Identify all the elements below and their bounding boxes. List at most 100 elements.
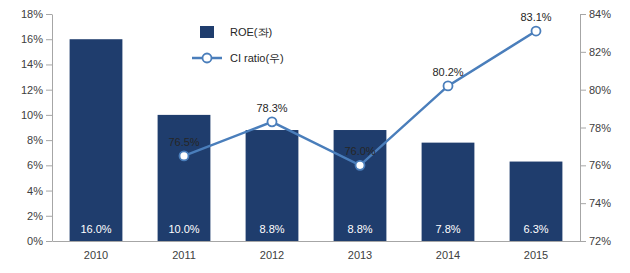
data-labels: 16.0% 10.0% 8.8% 8.8% 7.8% 6.3% 76.5% 78.3% 76.0… bbox=[80, 11, 551, 235]
marker bbox=[268, 117, 277, 126]
tick-mark bbox=[580, 241, 586, 242]
tick-mark bbox=[46, 140, 52, 141]
tick: 84% bbox=[580, 8, 611, 20]
tick-mark bbox=[580, 203, 586, 204]
tick: 10% bbox=[21, 109, 52, 121]
tick: 2011 bbox=[172, 241, 196, 261]
tick-mark bbox=[46, 216, 52, 217]
tick-mark bbox=[46, 39, 52, 40]
tick: 2014 bbox=[436, 241, 460, 261]
legend-label: CI ratio(우) bbox=[230, 52, 284, 64]
data-label: 7.8% bbox=[435, 223, 460, 235]
legend-label: ROE(좌) bbox=[230, 26, 272, 38]
tick-label: 4% bbox=[27, 185, 43, 197]
tick-label: 6% bbox=[27, 159, 43, 171]
data-label: 16.0% bbox=[80, 223, 111, 235]
tick-label: 2013 bbox=[348, 249, 372, 261]
tick: 72% bbox=[580, 235, 611, 247]
tick: 2015 bbox=[524, 241, 548, 261]
line bbox=[184, 31, 536, 165]
tick-label: 74% bbox=[589, 197, 611, 209]
tick: 18% bbox=[21, 8, 52, 20]
bar bbox=[422, 143, 475, 241]
legend: ROE(좌) CI ratio(우) bbox=[192, 26, 284, 64]
tick-mark bbox=[46, 90, 52, 91]
bar bbox=[158, 115, 211, 241]
tick-label: 0% bbox=[27, 235, 43, 247]
data-label: 8.8% bbox=[259, 223, 284, 235]
y2-axis: 72% 74% 76% 78% 80% 82% 84% bbox=[580, 8, 611, 247]
legend-entry: CI ratio(우) bbox=[192, 52, 284, 64]
tick-mark bbox=[46, 64, 52, 65]
tick-label: 84% bbox=[589, 8, 611, 20]
tick: 4% bbox=[27, 185, 52, 197]
tick: 82% bbox=[580, 46, 611, 58]
tick-label: 2% bbox=[27, 210, 43, 222]
tick-label: 82% bbox=[589, 46, 611, 58]
tick-label: 2011 bbox=[172, 249, 196, 261]
marker bbox=[356, 161, 365, 170]
legend-marker bbox=[203, 54, 212, 63]
marker bbox=[180, 151, 189, 160]
tick-mark bbox=[580, 128, 586, 129]
tick-label: 2015 bbox=[524, 249, 548, 261]
tick: 78% bbox=[580, 122, 611, 134]
data-label: 83.1% bbox=[520, 11, 551, 23]
tick: 2012 bbox=[260, 241, 284, 261]
tick-label: 2012 bbox=[260, 249, 284, 261]
tick-label: 76% bbox=[589, 159, 611, 171]
marker bbox=[444, 81, 453, 90]
tick-label: 16% bbox=[21, 33, 43, 45]
tick-label: 2010 bbox=[84, 249, 108, 261]
tick-mark bbox=[46, 115, 52, 116]
bar bbox=[510, 162, 563, 241]
tick: 80% bbox=[580, 84, 611, 96]
tick: 6% bbox=[27, 159, 52, 171]
tick: 12% bbox=[21, 84, 52, 96]
tick: 2010 bbox=[84, 241, 108, 261]
tick-mark bbox=[580, 90, 586, 91]
bar bbox=[334, 130, 387, 241]
tick: 2013 bbox=[348, 241, 372, 261]
tick: 0% bbox=[27, 235, 52, 247]
plot: 0% 2% 4% 6% 8% 10% 12% 14% 16% 18% 72% 74% 76% 78% 80%… bbox=[21, 8, 611, 261]
marks bbox=[70, 27, 563, 241]
bar bbox=[246, 130, 299, 241]
tick: 16% bbox=[21, 33, 52, 45]
x-axis: 2010 2011 2012 2013 2014 2015 bbox=[53, 241, 581, 261]
data-label: 8.8% bbox=[347, 223, 372, 235]
legend-swatch bbox=[200, 26, 214, 38]
tick-label: 8% bbox=[27, 134, 43, 146]
axis-line bbox=[52, 15, 53, 242]
chart: 0% 2% 4% 6% 8% 10% 12% 14% 16% 18% 72% 74% 76% 78% 80%… bbox=[0, 0, 630, 273]
tick-mark bbox=[46, 14, 52, 15]
tick-label: 78% bbox=[589, 122, 611, 134]
tick-label: 14% bbox=[21, 58, 43, 70]
tick-mark bbox=[46, 191, 52, 192]
tick-mark bbox=[580, 14, 586, 15]
marker bbox=[532, 27, 541, 36]
data-label: 76.0% bbox=[344, 145, 375, 157]
tick-mark bbox=[46, 241, 52, 242]
tick: 14% bbox=[21, 58, 52, 70]
tick-mark bbox=[46, 165, 52, 166]
data-label: 76.5% bbox=[168, 136, 199, 148]
axis-line bbox=[53, 241, 581, 242]
tick-mark bbox=[580, 165, 586, 166]
data-label: 6.3% bbox=[523, 223, 548, 235]
tick: 76% bbox=[580, 159, 611, 171]
tick-label: 2014 bbox=[436, 249, 460, 261]
tick-label: 72% bbox=[589, 235, 611, 247]
data-label: 78.3% bbox=[256, 102, 287, 114]
data-label: 80.2% bbox=[432, 66, 463, 78]
tick: 74% bbox=[580, 197, 611, 209]
tick-label: 18% bbox=[21, 8, 43, 20]
bar bbox=[70, 39, 123, 241]
tick: 8% bbox=[27, 134, 52, 146]
data-label: 10.0% bbox=[168, 223, 199, 235]
tick: 2% bbox=[27, 210, 52, 222]
y-axis: 0% 2% 4% 6% 8% 10% 12% 14% 16% 18% bbox=[21, 8, 53, 247]
tick-label: 12% bbox=[21, 84, 43, 96]
legend-entry: ROE(좌) bbox=[200, 26, 272, 38]
tick-mark bbox=[580, 52, 586, 53]
